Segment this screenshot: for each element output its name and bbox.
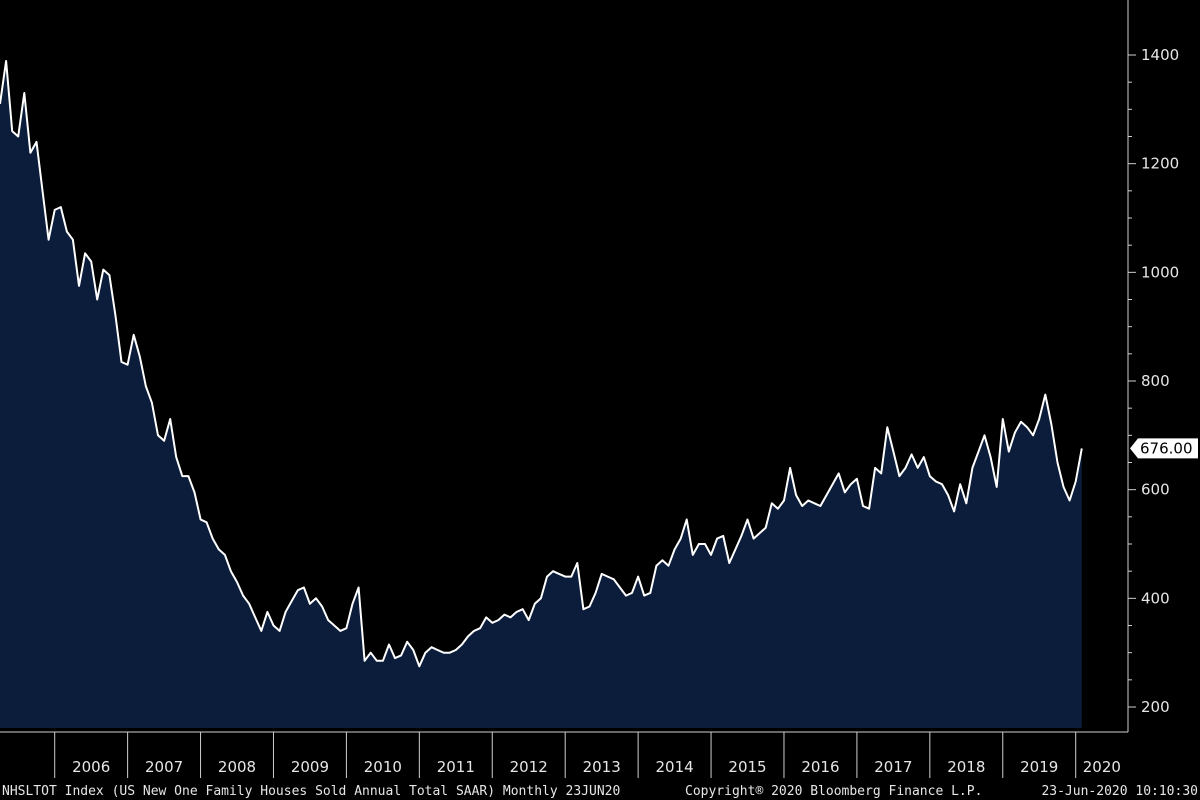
x-tick-label: 2008 — [218, 758, 256, 776]
y-tick-label: 400 — [1141, 589, 1170, 607]
y-tick-label: 1000 — [1141, 263, 1179, 281]
plot-area — [0, 60, 1083, 728]
x-tick-label: 2010 — [364, 758, 402, 776]
x-tick-label: 2018 — [947, 758, 985, 776]
y-tick-label: 200 — [1141, 698, 1170, 716]
x-tick-label: 2006 — [72, 758, 110, 776]
x-tick-label: 2017 — [874, 758, 912, 776]
x-tick-label: 2013 — [583, 758, 621, 776]
axes — [0, 0, 1129, 733]
x-tick-label: 2011 — [437, 758, 475, 776]
x-tick-label: 2009 — [291, 758, 329, 776]
footer-series-description: NHSLTOT Index (US New One Family Houses … — [2, 784, 620, 799]
series-line — [0, 60, 1083, 668]
y-tick-label: 600 — [1141, 481, 1170, 499]
x-tick-label: 2014 — [655, 758, 693, 776]
y-axis-ticks: 200 400 600 800 1000 1200 1400 — [1128, 46, 1179, 716]
x-tick-label: 2019 — [1020, 758, 1058, 776]
x-tick-label: 2016 — [801, 758, 839, 776]
y-tick-label: 800 — [1141, 372, 1170, 390]
x-tick-label: 2015 — [728, 758, 766, 776]
last-value-tag: 676.00 — [1130, 438, 1198, 459]
last-value-marker — [1130, 438, 1198, 459]
x-axis-ticks: 2006 2007 2008 2009 2010 2011 2012 2013 2014 2015… — [54, 732, 1121, 778]
y-tick-label: 1400 — [1141, 46, 1179, 64]
y-tick-label: 1200 — [1141, 155, 1179, 173]
footer-timestamp: 23-Jun-2020 10:10:30 — [1041, 784, 1198, 799]
last-value-label: 676.00 — [1140, 439, 1193, 457]
footer-copyright: Copyright® 2020 Bloomberg Finance L.P. — [685, 784, 982, 799]
footer: NHSLTOT Index (US New One Family Houses … — [2, 784, 1198, 799]
x-tick-label: 2012 — [510, 758, 548, 776]
x-tick-label: 2007 — [145, 758, 183, 776]
area-fill — [0, 61, 1082, 728]
x-tick-label: 2020 — [1083, 758, 1121, 776]
